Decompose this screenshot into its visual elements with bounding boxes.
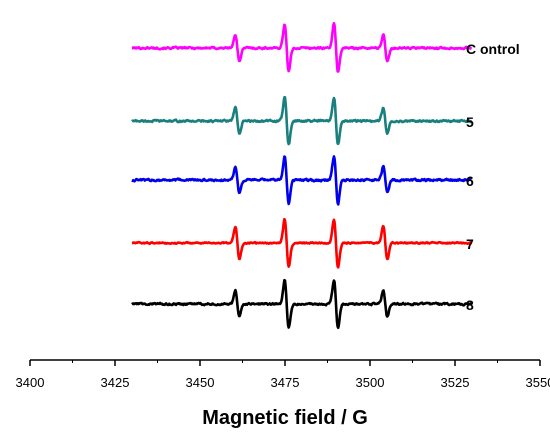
series-labels: C ontrol 5 6 7 8 (466, 41, 520, 313)
x-tick-label: 3525 (441, 375, 470, 390)
series-label-2: 5 (466, 114, 474, 130)
series-line-3 (131, 155, 473, 206)
x-tick-label: 3475 (271, 375, 300, 390)
series-label-4: 7 (466, 236, 474, 252)
series-line-5 (131, 278, 473, 330)
x-tick-label: 3450 (186, 375, 215, 390)
x-axis-ticks: 3400 3425 3450 3475 3500 3525 3550 (16, 360, 550, 390)
series-label-1: C ontrol (466, 41, 520, 57)
x-axis-title: Magnetic field / G (202, 407, 368, 429)
x-tick-label: 3400 (16, 375, 45, 390)
series-label-5: 8 (466, 297, 474, 313)
x-tick-label: 3550 (526, 375, 550, 390)
series-traces (131, 21, 473, 330)
series-line-1 (131, 21, 473, 73)
series-line-2 (131, 95, 473, 146)
series-label-3: 6 (466, 173, 474, 189)
series-line-4 (131, 217, 473, 269)
x-tick-label: 3500 (356, 375, 385, 390)
x-tick-label: 3425 (101, 375, 130, 390)
